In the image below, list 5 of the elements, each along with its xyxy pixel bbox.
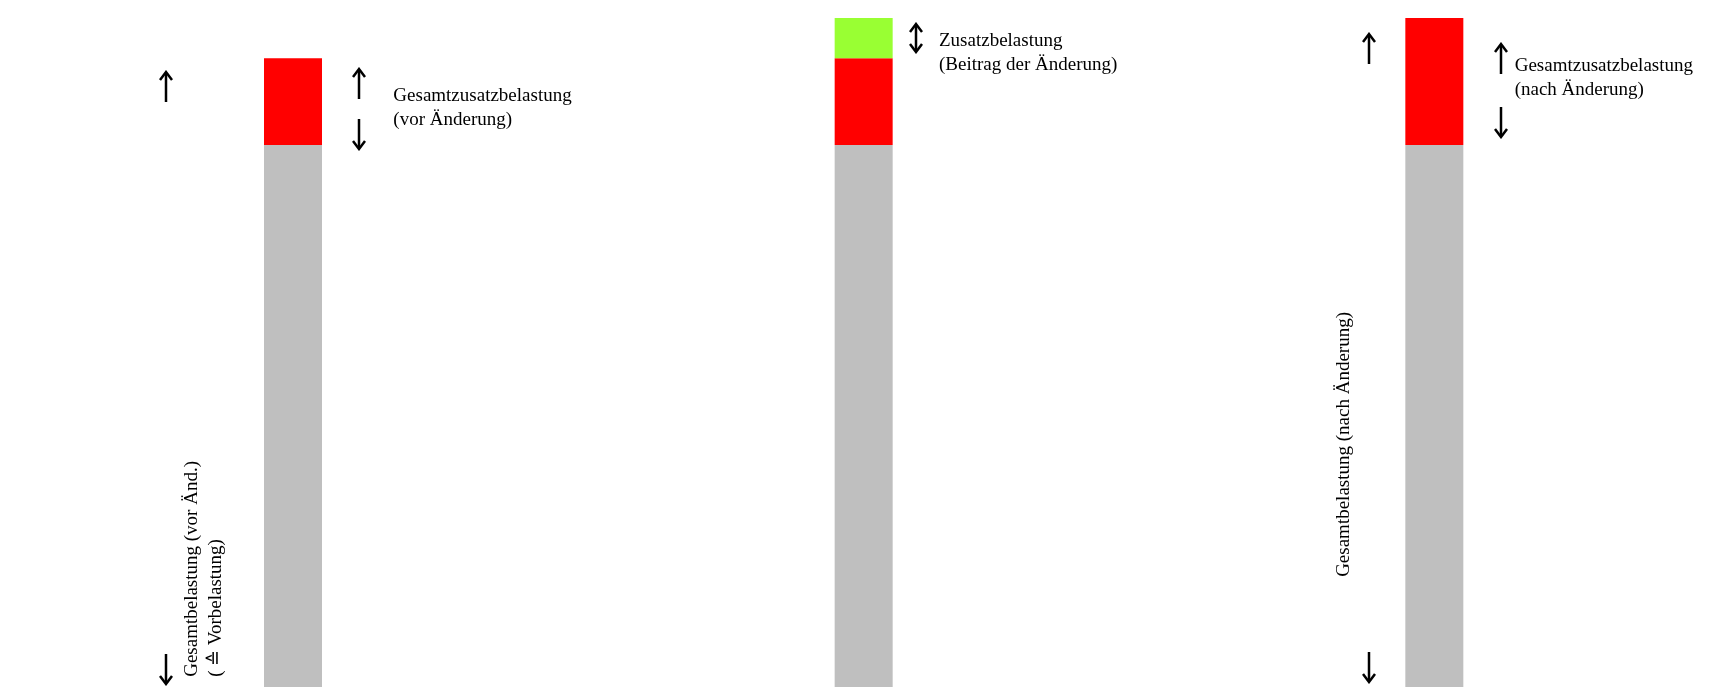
annotation: Gesamtzusatzbelastung (vor Änderung) [393,83,572,131]
annotation: Gesamtbelastung (vor Änd.) ( ≙ Vorbelastung) [179,461,227,677]
annotation: Gesamtbelastung (nach Änderung) [1330,312,1354,577]
annotation: Zusatzbelastung (Beitrag der Änderung) [939,28,1118,76]
annotation: Gesamtzusatzbelastung (nach Änderung) [1514,53,1693,101]
